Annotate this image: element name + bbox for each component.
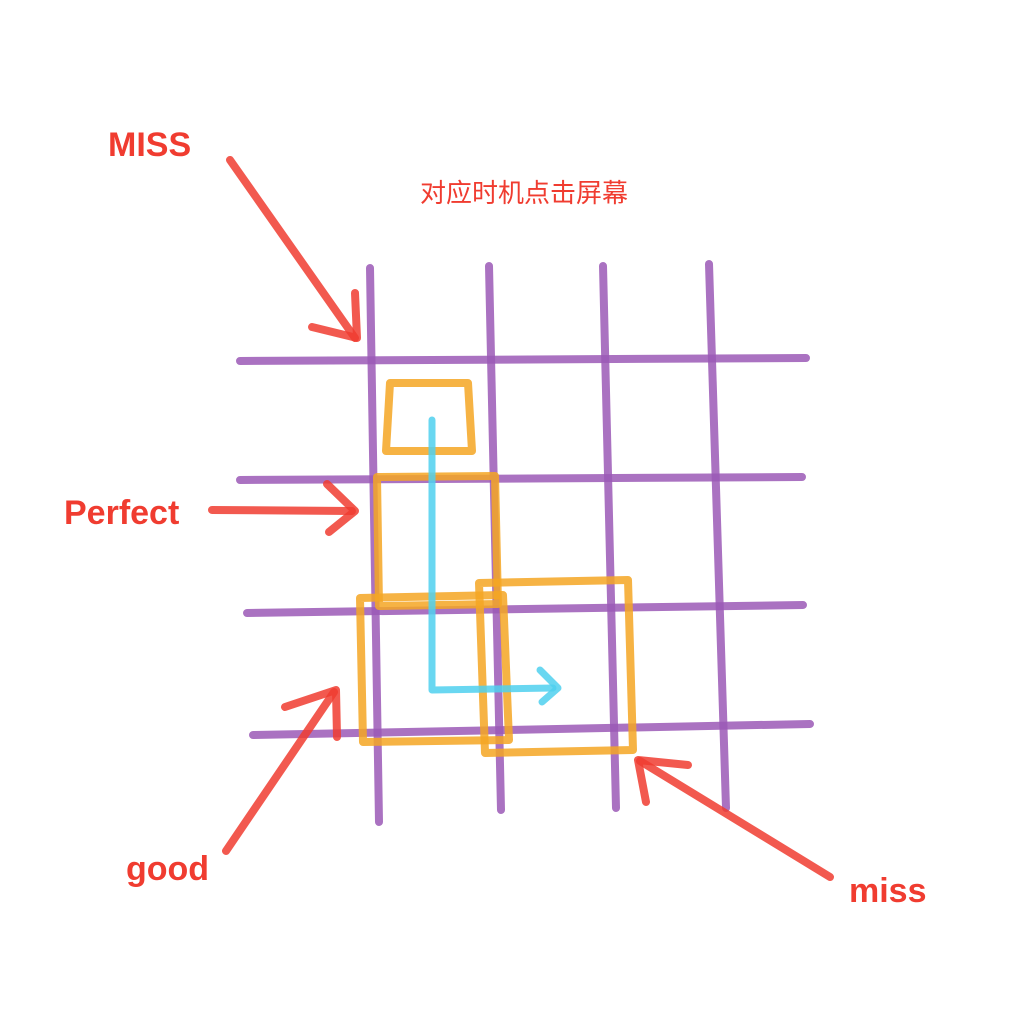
- grid-horizontal-line-4: [249, 720, 814, 739]
- label-perfect: Perfect: [64, 494, 179, 532]
- good-arrow: [222, 686, 341, 855]
- movement-path: [428, 416, 562, 706]
- movement-path-line: [428, 416, 557, 694]
- callout-arrows: [208, 156, 834, 881]
- perfect-arrow: [208, 480, 359, 536]
- miss-top-arrow: [226, 156, 361, 342]
- tap-box-good: [356, 591, 513, 746]
- miss-bottom-arrow: [634, 756, 834, 881]
- grid-horizontal-line-2: [236, 473, 806, 484]
- grid-vertical-line-3: [599, 262, 620, 812]
- label-good: good: [126, 850, 209, 888]
- label-miss-bottom: miss: [849, 872, 927, 910]
- tap-box-start: [382, 379, 476, 455]
- grid-horizontal-line-1: [236, 354, 810, 365]
- grid-horizontal-line-3: [243, 601, 807, 617]
- grid-vertical-line-4: [705, 260, 730, 812]
- movement-arrowhead: [536, 666, 562, 706]
- label-miss-top: MISS: [108, 126, 191, 164]
- diagram-title: 对应时机点击屏幕: [420, 179, 628, 209]
- tap-boxes: [356, 379, 637, 757]
- grid: [236, 260, 814, 826]
- tap-box-miss: [475, 576, 637, 757]
- tap-box-perfect: [373, 472, 502, 610]
